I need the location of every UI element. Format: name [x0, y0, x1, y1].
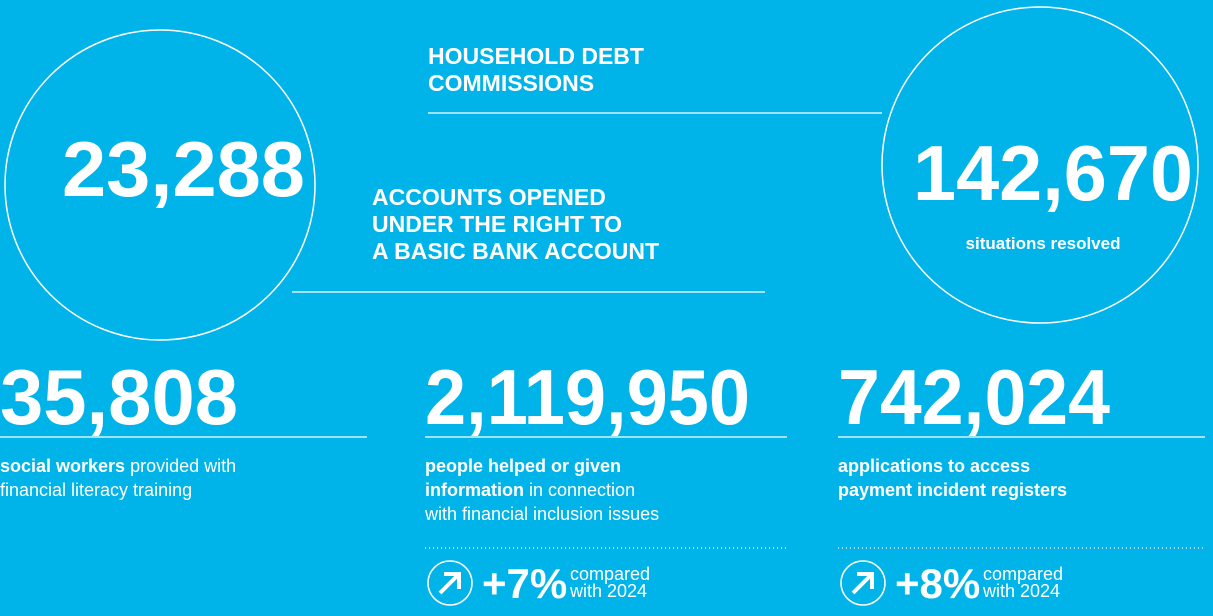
description-line: people helped or given [425, 456, 621, 476]
arrow-circle [427, 560, 473, 606]
arrow-circle [840, 560, 886, 606]
stat-number: 23,288 [62, 125, 305, 213]
stat-caption: situations resolved [966, 234, 1121, 253]
description-segment: social workers [0, 456, 125, 476]
stat-number: 35,808 [0, 353, 238, 441]
change-value: +7% [482, 560, 567, 607]
description-line: payment incident registers [838, 480, 1067, 500]
stat-heading: A BASIC BANK ACCOUNT [372, 238, 659, 264]
description-line: social workers provided with [0, 456, 236, 476]
change-value: +8% [895, 560, 980, 607]
description-line: applications to access [838, 456, 1030, 476]
description-segment: applications to access [838, 456, 1030, 476]
arrow-icon [851, 572, 874, 595]
description-segment: with financial inclusion issues [424, 504, 659, 524]
circle-left [4, 29, 316, 341]
description-segment: financial literacy training [0, 480, 192, 500]
stat-heading: COMMISSIONS [428, 70, 594, 96]
description-segment: in connection [524, 480, 635, 500]
stat-number: 742,024 [838, 353, 1110, 441]
description-segment: provided with [125, 456, 236, 476]
stat-number: 2,119,950 [425, 353, 750, 441]
circle-right [881, 6, 1199, 324]
change-note: with 2024 [569, 581, 647, 601]
description-segment: payment incident registers [838, 480, 1067, 500]
description-segment: information [425, 480, 524, 500]
change-note: compared [570, 564, 650, 584]
description-line: information in connection [425, 480, 635, 500]
change-note: with 2024 [982, 581, 1060, 601]
description-segment: people helped or given [425, 456, 621, 476]
stat-heading: ACCOUNTS OPENED [372, 184, 606, 210]
description-line: with financial inclusion issues [424, 504, 659, 524]
columns: 35,808 social workers provided with financ… [0, 353, 1205, 607]
stat-number: 142,670 [913, 129, 1193, 217]
change-note: compared [983, 564, 1063, 584]
arrow-icon [438, 572, 461, 595]
stat-heading: HOUSEHOLD DEBT [428, 43, 644, 69]
stat-heading: UNDER THE RIGHT TO [372, 211, 622, 237]
description-line: financial literacy training [0, 480, 192, 500]
